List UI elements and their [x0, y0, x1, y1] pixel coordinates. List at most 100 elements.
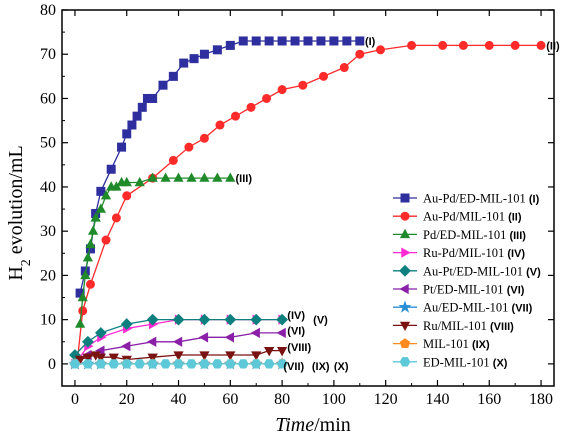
series-annotation: (VII) — [283, 361, 304, 373]
data-point — [319, 71, 329, 81]
data-point — [277, 85, 287, 95]
data-point — [85, 238, 96, 249]
data-point — [95, 353, 107, 363]
data-point — [94, 327, 107, 339]
data-point — [120, 318, 133, 330]
data-point — [303, 36, 313, 46]
legend-tag: (IV) — [507, 248, 525, 260]
legend-entry: ED-MIL-101 (X) — [393, 355, 508, 369]
legend-marker — [400, 211, 410, 221]
data-point — [106, 164, 116, 174]
data-point — [108, 359, 120, 369]
data-point — [407, 40, 417, 50]
data-point — [189, 54, 199, 64]
data-point — [137, 102, 147, 112]
legend-entry: MIL-101 (IX) — [393, 337, 490, 351]
data-point — [263, 359, 275, 369]
data-point — [77, 291, 88, 302]
y-tick-label: 60 — [40, 90, 56, 107]
data-point — [80, 269, 91, 280]
legend-tag: (III) — [509, 230, 526, 242]
legend-entry: Pd/ED-MIL-101 (III) — [393, 228, 526, 242]
series-3 — [74, 172, 236, 328]
legend-label: Au-Pd/MIL-101 (II) — [423, 210, 522, 224]
legend-entry: Au-Pt/ED-MIL-101 (V) — [393, 264, 541, 278]
data-point — [276, 327, 286, 339]
data-point — [132, 111, 142, 121]
y-tick-label: 70 — [40, 46, 56, 63]
x-tick-label: 40 — [171, 391, 187, 408]
data-point — [277, 36, 287, 46]
data-point — [458, 40, 468, 50]
data-point — [263, 346, 275, 357]
data-point — [276, 313, 289, 326]
data-point — [316, 36, 326, 46]
y-tick-label: 40 — [40, 179, 56, 196]
data-point — [225, 40, 235, 50]
x-tick-label: 120 — [374, 391, 398, 408]
legend-label: Pt/ED-MIL-101 (VI) — [423, 283, 525, 297]
data-point — [186, 359, 197, 369]
data-point — [212, 45, 222, 55]
data-point — [179, 58, 189, 68]
series-layer — [68, 36, 546, 370]
data-point — [484, 40, 494, 50]
series-annotation: (X) — [334, 361, 349, 373]
data-point — [224, 313, 237, 326]
legend-marker — [399, 357, 411, 367]
y-tick-label: 50 — [40, 135, 56, 152]
x-tick-label: 80 — [274, 391, 290, 408]
data-point — [250, 327, 260, 339]
data-point — [212, 172, 223, 182]
data-point — [339, 63, 349, 73]
data-point — [117, 142, 127, 152]
legend-marker — [399, 228, 411, 239]
data-point — [82, 359, 94, 369]
data-point — [173, 172, 184, 182]
data-point — [172, 313, 185, 326]
legend-entry: Au-Pd/MIL-101 (II) — [393, 210, 522, 224]
axes: 0 20 40 60 80 100 120 140 160 180 0 10 20 30 40 50 60 70 8… — [40, 2, 554, 408]
legend-marker — [399, 321, 411, 332]
data-point — [237, 359, 249, 369]
data-point — [199, 172, 210, 182]
data-point — [199, 49, 209, 59]
y-tick-label: 30 — [40, 223, 56, 240]
legend-tag: (V) — [526, 266, 541, 278]
legend-label: Ru/MIL-101 (VIII) — [423, 319, 514, 333]
data-point — [95, 203, 107, 213]
data-point — [160, 359, 171, 369]
data-point — [78, 306, 88, 316]
series-annotation: (VIII) — [287, 342, 311, 354]
series-annotation: (II) — [546, 40, 560, 52]
legend-label: ED-MIL-101 (X) — [423, 355, 508, 369]
legend-tag: (VII) — [512, 303, 533, 315]
legend-tag: (IX) — [472, 339, 490, 351]
series-annotation: (IX) — [312, 361, 330, 373]
data-point — [264, 36, 274, 46]
x-tick-label: 180 — [529, 391, 553, 408]
series-annotation: (V) — [313, 315, 328, 327]
data-point — [536, 40, 546, 50]
data-point — [82, 353, 94, 363]
data-point — [225, 351, 236, 361]
data-point — [199, 133, 209, 143]
data-point — [224, 332, 234, 343]
legend-entry: Au-Pd/ED-MIL-101 (I) — [393, 192, 540, 206]
legend-label: Au/ED-MIL-101 (VII) — [423, 301, 533, 315]
legend-tag: (X) — [493, 357, 508, 369]
data-point — [246, 102, 256, 112]
y-axis-label: H2 evolution/mL — [5, 145, 34, 280]
data-point — [96, 186, 106, 196]
data-point — [173, 351, 184, 361]
data-point — [198, 313, 211, 326]
data-point — [101, 235, 111, 245]
legend-tag: (I) — [529, 194, 540, 206]
data-point — [224, 359, 236, 369]
data-point — [81, 335, 94, 348]
legend-entry: Au/ED-MIL-101 (VII) — [393, 300, 533, 315]
x-tick-label: 0 — [71, 391, 79, 408]
data-point — [122, 191, 132, 201]
x-axis-label: Time/min — [275, 414, 351, 436]
data-point — [146, 336, 157, 347]
